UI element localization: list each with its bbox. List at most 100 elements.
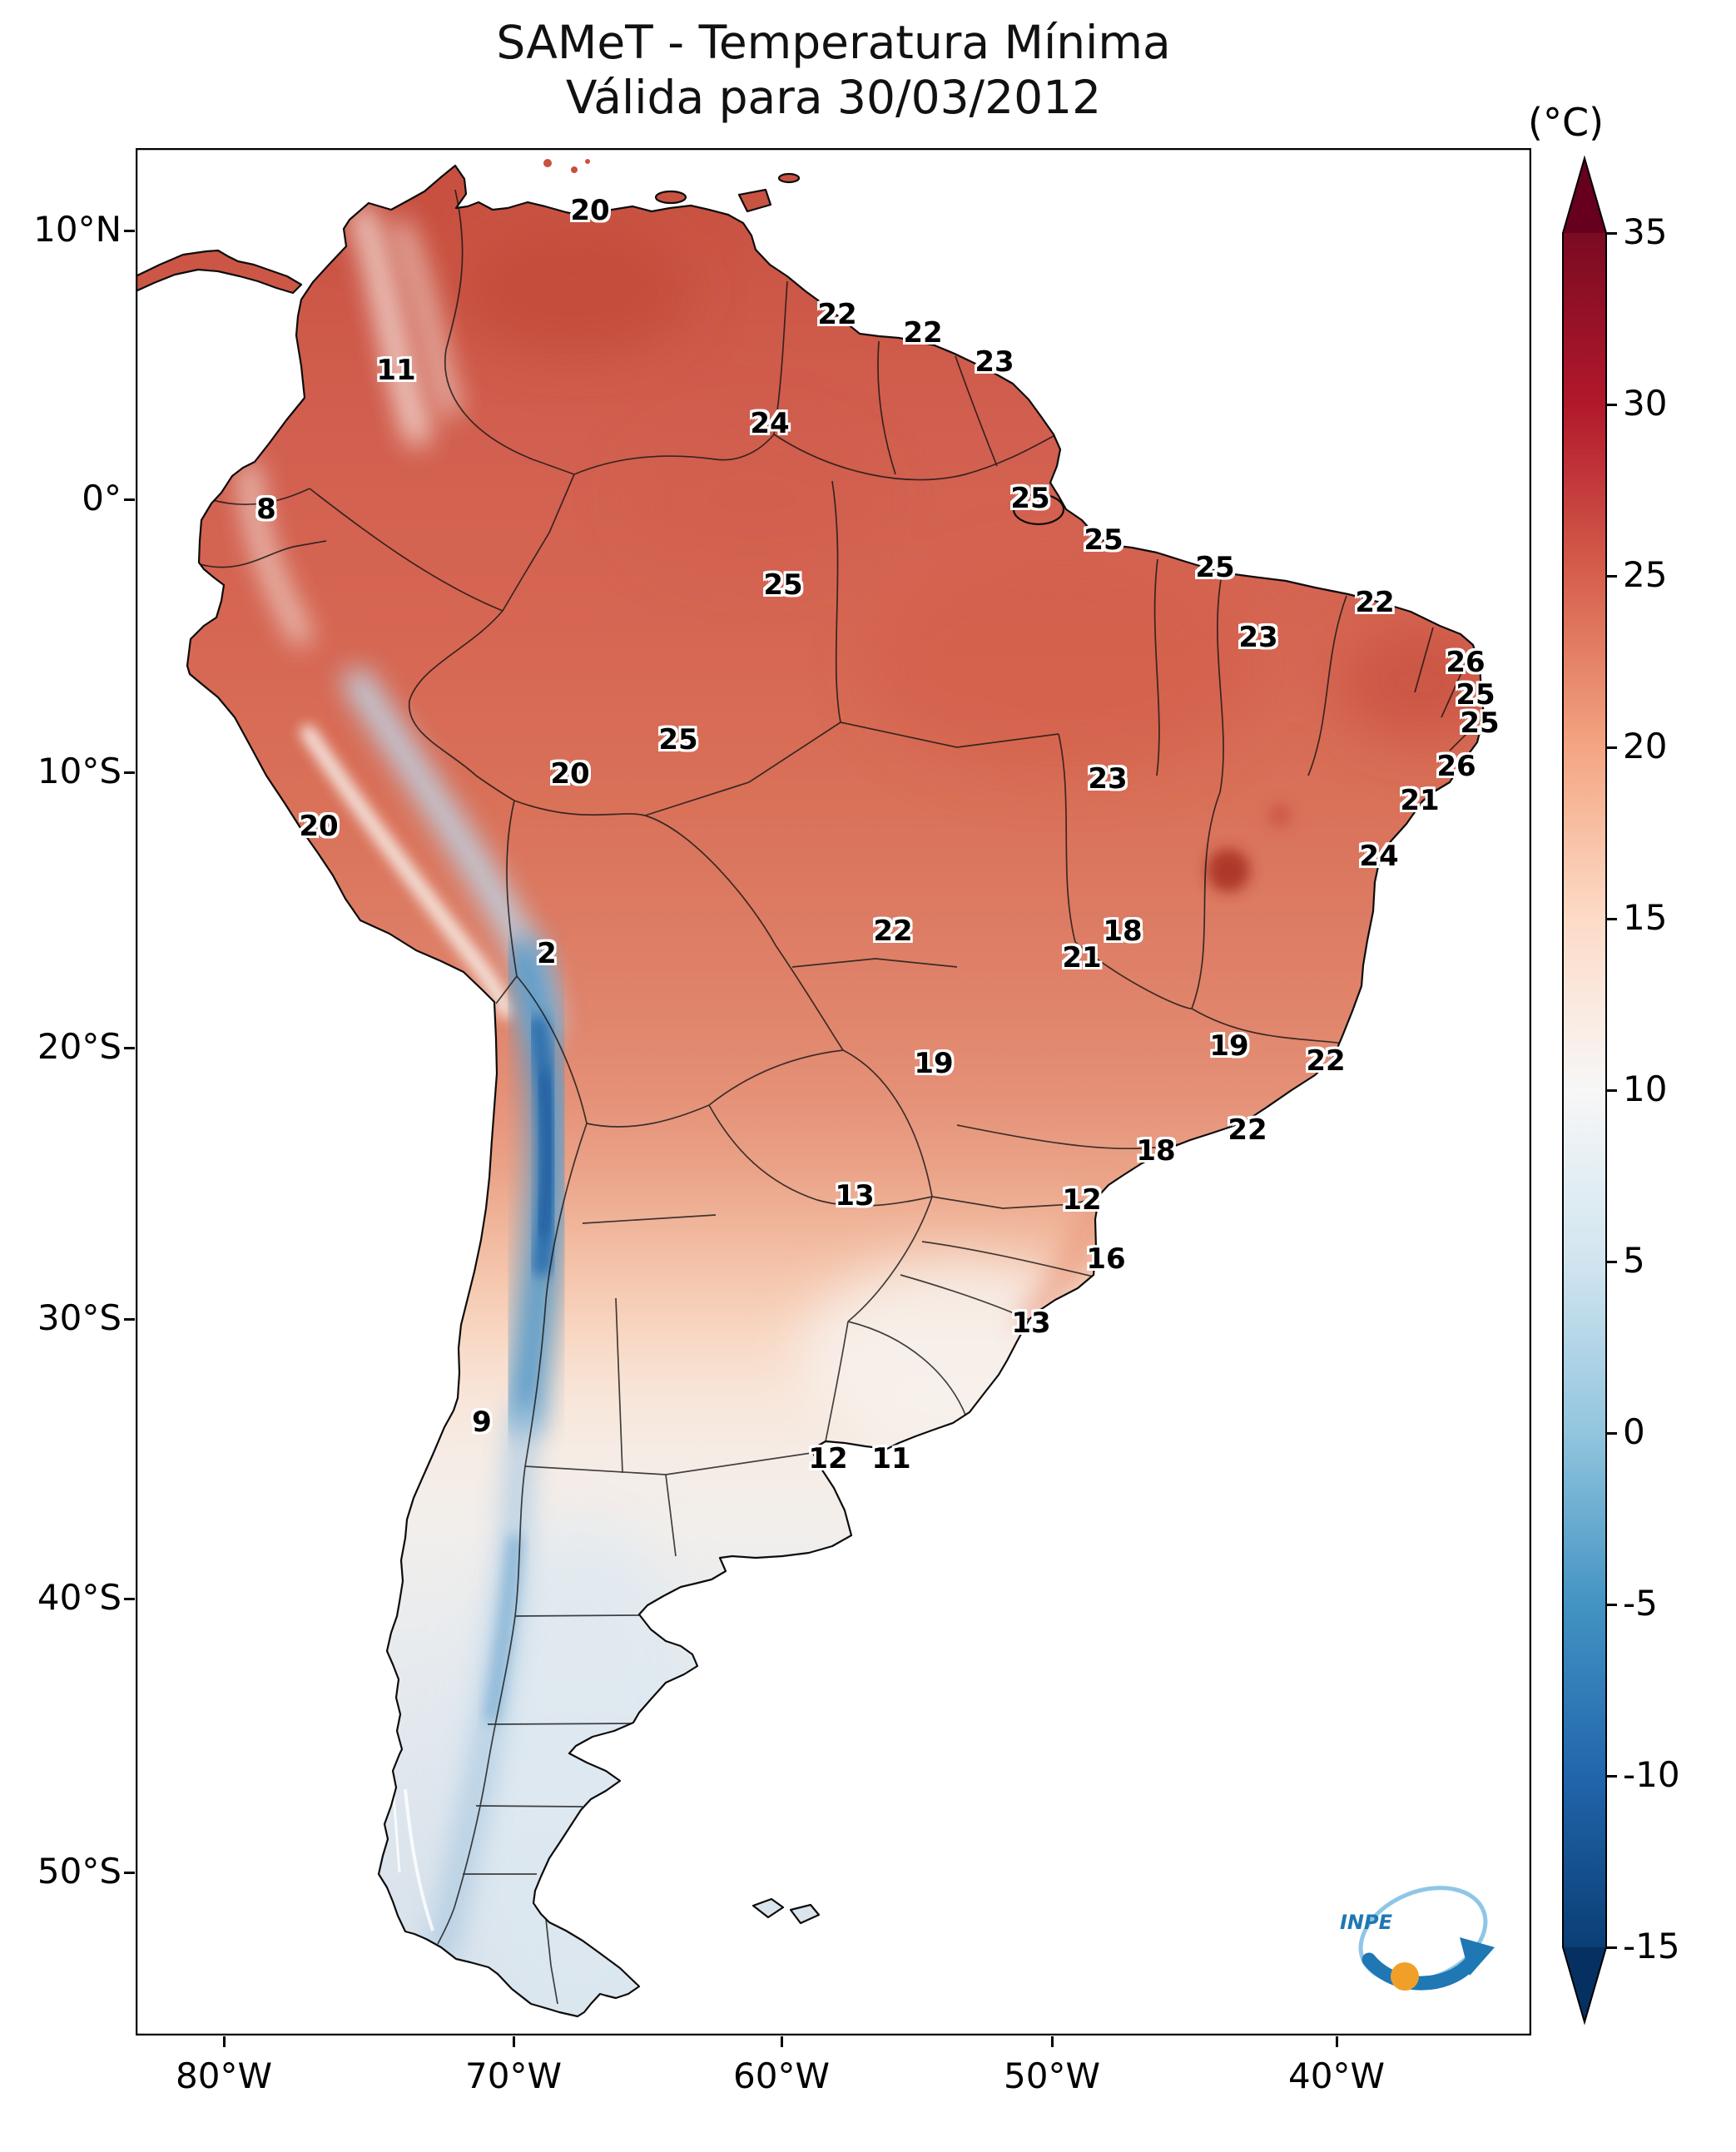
x-tick-mark — [1335, 2036, 1338, 2047]
station-temp-label: 23 — [1088, 762, 1128, 796]
station-temp-label: 16 — [1086, 1242, 1126, 1276]
inpe-arrowhead-icon — [1460, 1937, 1495, 1976]
station-temp-label: 22 — [1228, 1113, 1267, 1147]
station-temp-label: 25 — [1010, 482, 1050, 515]
colorbar-tick-mark — [1606, 403, 1617, 406]
plot-frame — [136, 148, 1531, 2035]
colorbar-tick-mark — [1606, 1431, 1617, 1435]
map-title-line2: Válida para 30/03/2012 — [565, 71, 1102, 124]
station-temp-label: 19 — [914, 1047, 954, 1080]
station-temp-label: 13 — [835, 1179, 875, 1212]
x-tick-label-80°W: 80°W — [176, 2055, 272, 2096]
colorbar-tick-mark — [1606, 1946, 1617, 1949]
country-state-borders — [199, 189, 1482, 2005]
station-temp-label: 26 — [1446, 646, 1486, 679]
colorbar-tick-label-30: 30 — [1623, 383, 1668, 424]
inpe-orange-dot-icon — [1391, 1962, 1419, 1991]
station-temp-label: 25 — [1460, 707, 1500, 740]
station-temp-label: 25 — [763, 568, 803, 602]
station-temp-label: 26 — [1436, 750, 1476, 783]
colorbar-tick-label-35: 35 — [1623, 211, 1668, 252]
station-temp-label: 12 — [1062, 1183, 1102, 1217]
station-temp-label: 18 — [1103, 915, 1143, 948]
colorbar-tick-mark — [1606, 1088, 1617, 1092]
colorbar-tick-label-0: 0 — [1623, 1411, 1645, 1452]
y-tick-mark — [124, 1317, 135, 1321]
station-temp-label: 9 — [472, 1406, 492, 1439]
colorbar-tick-mark — [1606, 746, 1617, 749]
station-temp-label: 21 — [1062, 941, 1102, 974]
station-temp-label: 22 — [1306, 1044, 1346, 1078]
colorbar-tick-mark — [1606, 231, 1617, 235]
y-tick-mark — [124, 1597, 135, 1600]
colorbar-unit-label: (°C) — [1528, 100, 1605, 145]
station-temp-label: 11 — [871, 1442, 911, 1475]
y-tick-label-50°S: 50°S — [37, 1851, 122, 1892]
x-tick-label-60°W: 60°W — [733, 2055, 830, 2096]
inpe-swoosh-icon — [1362, 1952, 1479, 1991]
colorbar-over-arrow — [1563, 158, 1606, 233]
colorbar-tick-label--15: -15 — [1623, 1926, 1680, 1966]
station-temp-label: 22 — [817, 298, 857, 331]
colorbar-tick-mark — [1606, 574, 1617, 578]
colorbar-tick-label-5: 5 — [1623, 1240, 1645, 1281]
station-temp-label: 18 — [1136, 1134, 1176, 1168]
y-tick-label-20°S: 20°S — [37, 1026, 122, 1067]
colorbar-tick-mark — [1606, 1774, 1617, 1778]
y-tick-mark — [124, 771, 135, 774]
colorbar-tick-label-25: 25 — [1623, 554, 1668, 595]
x-tick-mark — [512, 2036, 515, 2047]
station-temp-label: 23 — [975, 345, 1014, 379]
x-tick-mark — [780, 2036, 783, 2047]
y-tick-label-0°: 0° — [82, 478, 122, 518]
y-tick-label-10°N: 10°N — [33, 209, 122, 250]
colorbar-gradient-body — [1563, 233, 1606, 1947]
y-tick-mark — [124, 1046, 135, 1049]
y-tick-mark — [124, 498, 135, 501]
station-temp-label: 20 — [550, 757, 590, 791]
south-america-temperature-map — [136, 148, 1531, 2035]
station-temp-label: 12 — [808, 1442, 848, 1475]
station-temp-label: 8 — [256, 493, 276, 526]
station-temp-label: 25 — [1084, 523, 1123, 557]
colorbar-tick-mark — [1606, 917, 1617, 920]
station-temp-label: 25 — [658, 723, 698, 756]
colorbar-tick-label--10: -10 — [1623, 1754, 1680, 1795]
y-tick-label-40°S: 40°S — [37, 1577, 122, 1618]
station-temp-label: 24 — [1359, 840, 1399, 873]
colorbar-tick-label-15: 15 — [1623, 897, 1668, 938]
colorbar-tick-label-20: 20 — [1623, 726, 1668, 766]
x-tick-label-40°W: 40°W — [1288, 2055, 1385, 2096]
colorbar-tick-label-10: 10 — [1623, 1069, 1668, 1109]
inpe-logo-text: INPE — [1340, 1911, 1393, 1934]
coastline-outline — [136, 164, 1486, 2018]
station-temp-label: 24 — [750, 407, 790, 440]
station-temp-label: 2 — [537, 937, 557, 970]
station-temp-label: 23 — [1238, 621, 1278, 654]
station-temp-label: 25 — [1195, 551, 1235, 584]
colorbar-under-arrow — [1563, 1947, 1606, 2022]
inpe-logo: INPE — [1340, 1886, 1495, 1991]
station-temp-label: 22 — [903, 316, 943, 350]
colorbar-tick-label--5: -5 — [1623, 1583, 1658, 1624]
colorbar-outline — [1562, 155, 1607, 2026]
x-tick-label-70°W: 70°W — [465, 2055, 562, 2096]
map-title-line1: SAMeT - Temperatura Mínima — [496, 16, 1171, 69]
x-tick-mark — [1050, 2036, 1054, 2047]
station-temp-label: 20 — [299, 810, 339, 843]
y-tick-label-30°S: 30°S — [37, 1297, 122, 1338]
x-tick-label-50°W: 50°W — [1004, 2055, 1100, 2096]
station-temp-label: 20 — [570, 194, 610, 227]
station-temp-label: 22 — [1355, 586, 1395, 619]
station-temp-label: 25 — [1456, 678, 1495, 712]
y-tick-label-10°S: 10°S — [37, 751, 122, 791]
x-tick-mark — [222, 2036, 226, 2047]
station-temp-label: 22 — [873, 915, 913, 948]
colorbar-tick-mark — [1606, 1603, 1617, 1606]
station-temp-label: 13 — [1011, 1307, 1051, 1340]
station-temp-label: 11 — [376, 354, 416, 387]
station-temp-label: 21 — [1400, 784, 1440, 817]
station-temp-label: 19 — [1209, 1029, 1249, 1063]
colorbar-tick-mark — [1606, 1260, 1617, 1263]
